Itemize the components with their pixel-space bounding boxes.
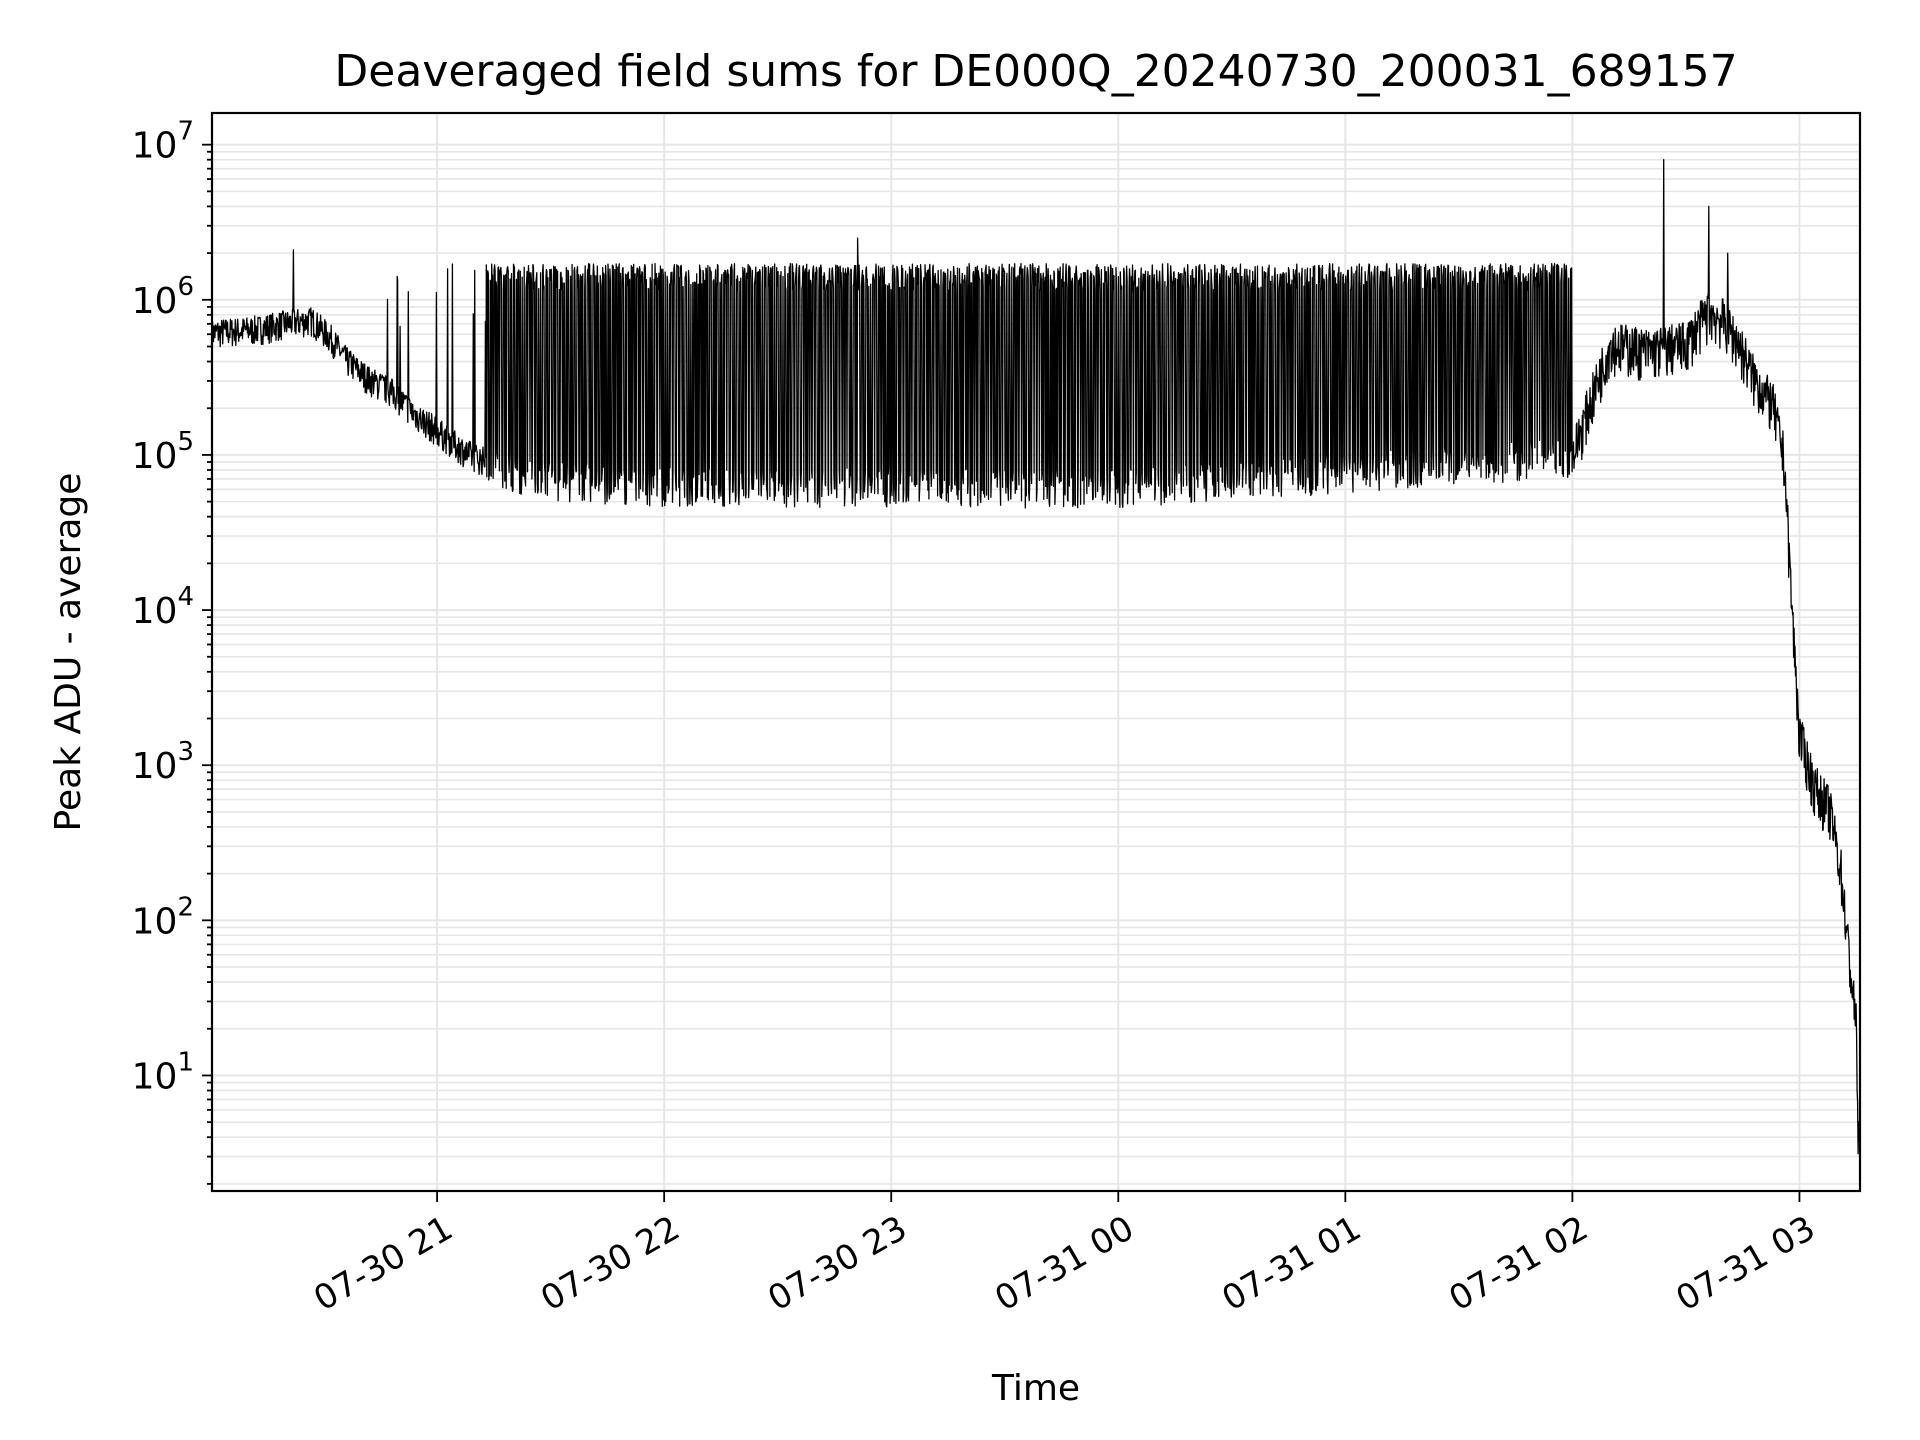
y-tick-label: 102	[132, 892, 194, 942]
y-axis-label: Peak ADU - average	[48, 473, 89, 832]
grid-layer	[212, 113, 1860, 1191]
series-line	[211, 159, 1861, 1155]
y-tick-label: 103	[132, 737, 194, 787]
chart-title: Deaveraged field sums for DE000Q_2024073…	[334, 46, 1737, 97]
plot-frame	[210, 111, 1862, 1193]
y-tick-label: 101	[132, 1047, 194, 1097]
y-tick-label: 105	[132, 427, 194, 477]
y-tick-label: 104	[132, 582, 194, 632]
y-tick-label: 106	[132, 272, 194, 322]
y-tick-label: 107	[132, 117, 194, 167]
series-layer	[211, 159, 1861, 1155]
x-axis-label: Time	[991, 1368, 1080, 1409]
